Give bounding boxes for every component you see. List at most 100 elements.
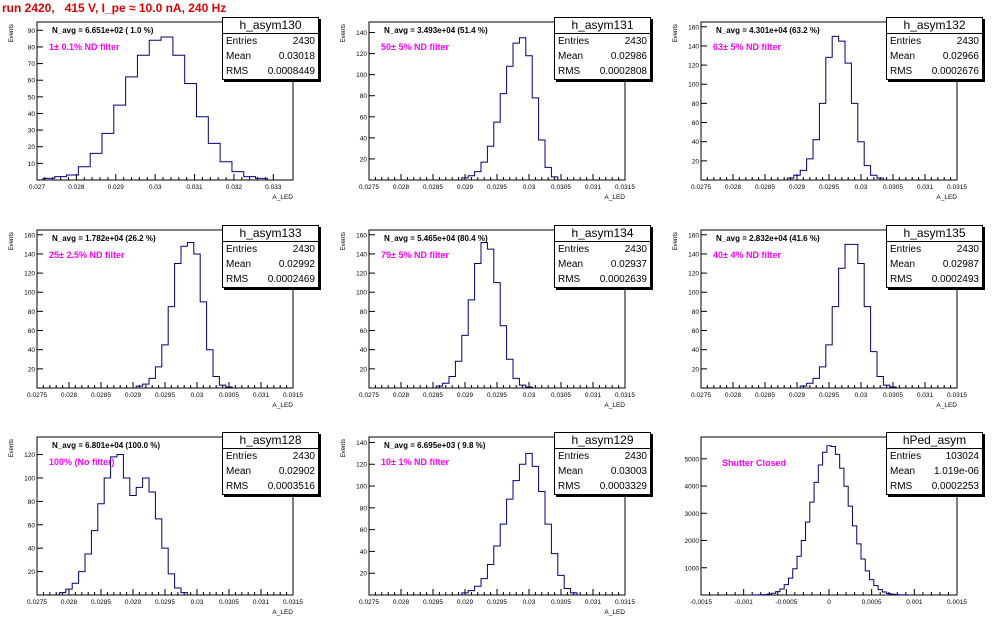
histogram-bin (161, 37, 173, 180)
histogram-bin (468, 591, 474, 595)
y-tick-label: 40 (360, 135, 368, 142)
stats-label: Entries (226, 451, 258, 462)
y-tick-label: 140 (24, 251, 35, 258)
histogram-bin (220, 162, 232, 180)
histogram-outline (786, 35, 884, 180)
x-tick-label: 0.0285 (91, 599, 111, 606)
histogram-bin (104, 478, 110, 595)
y-tick-label: 120 (688, 271, 699, 278)
histogram-bin (793, 569, 797, 595)
histogram-bin (168, 574, 174, 595)
histogram-bin (481, 242, 487, 388)
stats-label: Entries (890, 36, 922, 47)
histogram-bin (123, 478, 129, 595)
x-tick-label: 0.0285 (423, 599, 443, 606)
stats-row-mean: Mean 0.02987 (887, 257, 982, 272)
stats-value: 0.0002253 (931, 481, 979, 492)
stats-value: 0.03018 (278, 51, 315, 62)
histogram-bin (839, 41, 845, 180)
y-tick-label: 160 (688, 24, 699, 31)
y-tick-label: 140 (688, 251, 699, 258)
stats-title: hPed_asym (887, 433, 982, 449)
stats-box: h_asym128 Entries 2430 Mean 0.02902 RMS 0.0003… (222, 432, 319, 495)
y-tick-label: 160 (688, 232, 699, 239)
histogram-bin (819, 103, 825, 180)
y-axis-label: Events (341, 232, 347, 250)
histogram-bin (475, 586, 481, 595)
y-tick-label: 3000 (685, 511, 700, 518)
x-tick-label: 0.028 (393, 184, 410, 191)
histogram-bin (462, 178, 468, 180)
histogram-bin (832, 36, 838, 180)
histogram-bin (788, 578, 792, 595)
histogram-bin (800, 170, 806, 180)
stats-label: RMS (558, 481, 581, 492)
histogram-bin (845, 244, 851, 388)
histogram-bin (835, 454, 839, 595)
x-tick-label: 0.03 (855, 184, 868, 191)
x-axis-label: A_LED (604, 402, 625, 409)
histogram-bin (861, 559, 865, 595)
histogram-bin (858, 264, 864, 388)
histogram-bin (784, 585, 788, 595)
y-tick-label: 4000 (685, 484, 700, 491)
y-tick-label: 40 (692, 347, 700, 354)
histogram-bin (545, 167, 551, 180)
filter-label: 50± 5% ND filter (381, 42, 449, 52)
navg-label: N_avg = 6.695e+03 ( 9.8 %) (384, 441, 486, 450)
x-tick-label: 0.0295 (819, 184, 839, 191)
histogram-bin (481, 162, 487, 180)
histogram-panel-h_asym135: 0.0275 0.028 0.0285 0.029 0.0295 0.03 0.0305 0.… (664, 208, 996, 415)
stats-box: hPed_asym Entries 103024 Mean 1.019e-06 RMS 0.… (886, 432, 983, 495)
stats-box: h_asym134 Entries 2430 Mean 0.02937 RMS 0.0002… (554, 225, 651, 288)
stats-row-mean: Mean 0.03003 (555, 464, 650, 479)
x-tick-label: 0.033 (265, 184, 282, 191)
y-tick-label: 60 (28, 522, 36, 529)
x-tick-label: 0.0305 (551, 392, 571, 399)
histogram-plot: 0.0275 0.028 0.0285 0.029 0.0295 0.03 0.0305 0.… (341, 229, 635, 409)
y-tick-label: 5000 (685, 456, 700, 463)
histogram-bin (890, 387, 896, 388)
histogram-bin (887, 593, 891, 595)
y-tick-label: 120 (688, 63, 699, 70)
stats-value: 0.02937 (610, 259, 647, 270)
x-tick-label: 0.0285 (755, 184, 775, 191)
histogram-bin (455, 361, 461, 388)
histogram-bin (436, 386, 442, 388)
x-tick-label: 0.028 (61, 599, 78, 606)
stats-row-rms: RMS 0.0003516 (223, 479, 318, 494)
histogram-bin (840, 468, 844, 595)
filter-label: 1± 0.1% ND filter (49, 42, 120, 52)
histogram-panel-h_asym134: 0.0275 0.028 0.0285 0.029 0.0295 0.03 0.0305 0.… (332, 208, 664, 415)
stats-row-entries: Entries 103024 (887, 449, 982, 464)
histogram-bin (532, 98, 538, 180)
histogram-bin (826, 345, 832, 388)
plot-frame (36, 21, 294, 181)
histogram-panel-h_asym129: 0.0275 0.028 0.0285 0.029 0.0295 0.03 0.0305 0.… (332, 415, 664, 622)
histogram-bin (487, 249, 493, 388)
histogram-bin (870, 580, 874, 595)
x-axis-label: A_LED (272, 402, 293, 409)
histogram-bin (827, 446, 831, 595)
histogram-bin (877, 178, 883, 180)
x-tick-label: 0.0295 (155, 392, 175, 399)
y-tick-label: 100 (24, 290, 35, 297)
stats-title: h_asym134 (555, 226, 650, 242)
x-tick-label: 0.027 (29, 184, 46, 191)
histogram-bin (219, 385, 225, 388)
histogram-bin (844, 486, 848, 595)
x-axis-label: A_LED (604, 609, 625, 616)
histogram-bin (130, 496, 136, 595)
histogram-panel-h_asym131: 0.0275 0.028 0.0285 0.029 0.0295 0.03 0.0305 0.… (332, 0, 664, 207)
x-axis-label: A_LED (272, 194, 293, 201)
navg-label: N_avg = 1.782e+04 (26.2 %) (52, 234, 156, 243)
histogram-bin (832, 307, 838, 388)
histogram-bin (98, 504, 104, 595)
histogram-bin (558, 575, 564, 595)
y-tick-label: 20 (28, 569, 36, 576)
histogram-bin (162, 548, 168, 595)
x-tick-label: 0.0285 (91, 392, 111, 399)
x-tick-label: 0.0275 (359, 184, 379, 191)
y-tick-label: 40 (360, 347, 368, 354)
x-tick-label: 0.031 (585, 392, 602, 399)
